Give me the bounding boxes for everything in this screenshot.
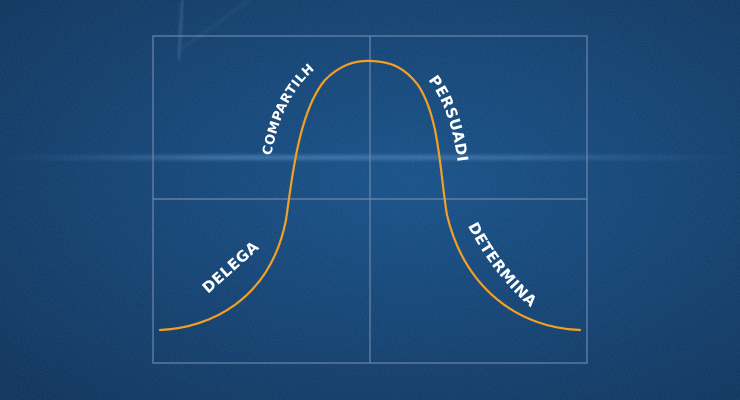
bell-curve — [158, 59, 582, 332]
background-scratch-2 — [179, 0, 251, 51]
background-scratch — [177, 0, 184, 61]
quadrant-grid — [152, 35, 588, 364]
